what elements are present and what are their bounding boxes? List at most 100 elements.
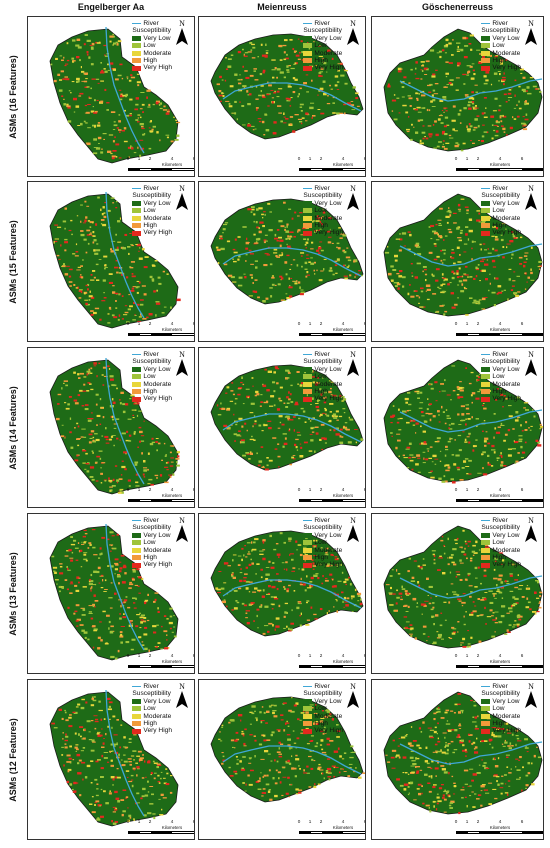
legend-title: Susceptibility bbox=[303, 524, 342, 532]
scale-tick-label: 1 bbox=[137, 321, 141, 326]
legend-class-row: Very High bbox=[132, 727, 172, 734]
legend-class-label: High bbox=[314, 222, 328, 230]
map-legend: River Susceptibility Very Low Low Moderate Hi… bbox=[481, 517, 521, 569]
legend-class-label: Very High bbox=[492, 64, 521, 72]
legend-class-label: Very Low bbox=[314, 199, 342, 207]
scale-tick-label: 6 bbox=[520, 487, 524, 492]
legend-swatch bbox=[303, 65, 313, 71]
legend-class-row: Very High bbox=[481, 395, 521, 402]
legend-swatch bbox=[303, 208, 313, 214]
scale-tick-label: 2 bbox=[476, 653, 480, 658]
north-arrow-shape bbox=[347, 359, 359, 376]
legend-class-row: Low bbox=[303, 42, 343, 49]
scale-bar: 012468Kilometers bbox=[127, 653, 194, 669]
legend-class-label: Very Low bbox=[492, 531, 520, 539]
legend-class-label: Very Low bbox=[143, 365, 171, 373]
scale-tick-label: 0 bbox=[126, 156, 130, 161]
basin-polygon bbox=[49, 359, 179, 495]
scale-tick-label: 2 bbox=[476, 819, 480, 824]
legend-river-row: River bbox=[132, 185, 172, 192]
north-arrow-icon: N bbox=[174, 184, 190, 211]
legend-swatch bbox=[132, 713, 142, 719]
legend-class-label: Very Low bbox=[143, 199, 171, 207]
scale-ticks: 012468 bbox=[127, 819, 194, 826]
legend-class-row: Low bbox=[481, 42, 521, 49]
legend-river-label: River bbox=[492, 517, 508, 524]
north-label: N bbox=[179, 350, 185, 359]
north-label: N bbox=[528, 184, 534, 193]
legend-swatch bbox=[132, 706, 142, 712]
susceptibility-map bbox=[210, 198, 364, 305]
legend-class-row: Moderate bbox=[481, 215, 521, 222]
scale-units: Kilometers bbox=[332, 162, 354, 167]
legend-swatch bbox=[303, 36, 313, 42]
legend-class-label: Low bbox=[314, 705, 327, 713]
north-arrow-icon: N bbox=[345, 350, 361, 377]
legend-class-label: High bbox=[314, 720, 328, 728]
north-arrow-shape bbox=[176, 691, 188, 708]
river-line bbox=[222, 82, 362, 112]
scale-tick-label: 1 bbox=[137, 819, 141, 824]
legend-class-label: Very High bbox=[492, 727, 521, 735]
scale-tick-label: 2 bbox=[148, 819, 152, 824]
north-label: N bbox=[179, 682, 185, 691]
scale-bar: 012468Kilometers bbox=[455, 487, 543, 503]
legend-class-row: Very Low bbox=[303, 200, 343, 207]
legend-class-row: Very High bbox=[132, 64, 172, 71]
scale-segments bbox=[299, 831, 365, 834]
river-line bbox=[399, 575, 543, 599]
legend-class-label: Moderate bbox=[314, 214, 343, 222]
legend-class-label: Low bbox=[143, 42, 156, 50]
legend-swatch bbox=[481, 215, 491, 221]
scale-segments bbox=[128, 665, 194, 668]
legend-river-label: River bbox=[314, 185, 330, 192]
map-legend: River Susceptibility Very Low Low Moderate Hi… bbox=[303, 351, 343, 403]
legend-river-row: River bbox=[481, 20, 521, 27]
scale-tick-label: 0 bbox=[126, 487, 130, 492]
legend-swatch bbox=[132, 540, 142, 546]
basin-polygon bbox=[210, 530, 364, 637]
map-legend: River Susceptibility Very Low Low Moderate Hi… bbox=[481, 683, 521, 735]
legend-class-label: Low bbox=[492, 42, 505, 50]
legend-class-label: Very High bbox=[143, 229, 172, 237]
legend-swatch bbox=[481, 36, 491, 42]
legend-class-label: High bbox=[314, 554, 328, 562]
legend-class-row: High bbox=[303, 554, 343, 561]
scale-tick-label: 8 bbox=[543, 156, 544, 161]
scale-tick-label: 1 bbox=[137, 487, 141, 492]
susceptibility-map bbox=[383, 359, 543, 484]
legend-river-label: River bbox=[492, 185, 508, 192]
legend-class-row: High bbox=[303, 57, 343, 64]
north-arrow-icon: N bbox=[523, 516, 539, 543]
map-panel-r3-c1: River Susceptibility Very Low Low Moderate Hi… bbox=[198, 513, 366, 674]
legend-class-row: Low bbox=[481, 373, 521, 380]
legend-swatch bbox=[132, 58, 142, 64]
basin-polygon bbox=[49, 691, 179, 827]
legend-river-row: River bbox=[481, 683, 521, 690]
north-arrow-icon: N bbox=[174, 19, 190, 46]
legend-swatch bbox=[303, 374, 313, 380]
scale-ticks: 012468 bbox=[126, 321, 194, 328]
legend-swatch bbox=[132, 533, 142, 539]
legend-swatch bbox=[481, 562, 491, 568]
legend-swatch bbox=[132, 381, 142, 387]
susceptibility-texture bbox=[216, 38, 360, 136]
scale-units: Kilometers bbox=[332, 493, 354, 498]
legend-swatch bbox=[303, 50, 313, 56]
legend-river-swatch bbox=[303, 23, 313, 25]
legend-swatch bbox=[303, 381, 313, 387]
legend-class-row: Very High bbox=[132, 229, 172, 236]
map-legend: River Susceptibility Very Low Low Moderate Hi… bbox=[481, 351, 521, 403]
legend-river-swatch bbox=[132, 354, 142, 356]
legend-class-row: Low bbox=[132, 705, 172, 712]
scale-tick-label: 0 bbox=[454, 653, 458, 658]
legend-swatch bbox=[303, 389, 313, 395]
scale-tick-label: 0 bbox=[126, 321, 130, 326]
scale-tick-label: 4 bbox=[341, 819, 345, 824]
legend-class-label: Moderate bbox=[492, 712, 521, 720]
scale-tick-label: 4 bbox=[170, 156, 174, 161]
susceptibility-texture bbox=[390, 365, 543, 484]
scale-tick-label: 6 bbox=[193, 156, 194, 161]
scale-bar: 012468Kilometers bbox=[298, 321, 365, 337]
scale-tick-label: 6 bbox=[364, 487, 365, 492]
